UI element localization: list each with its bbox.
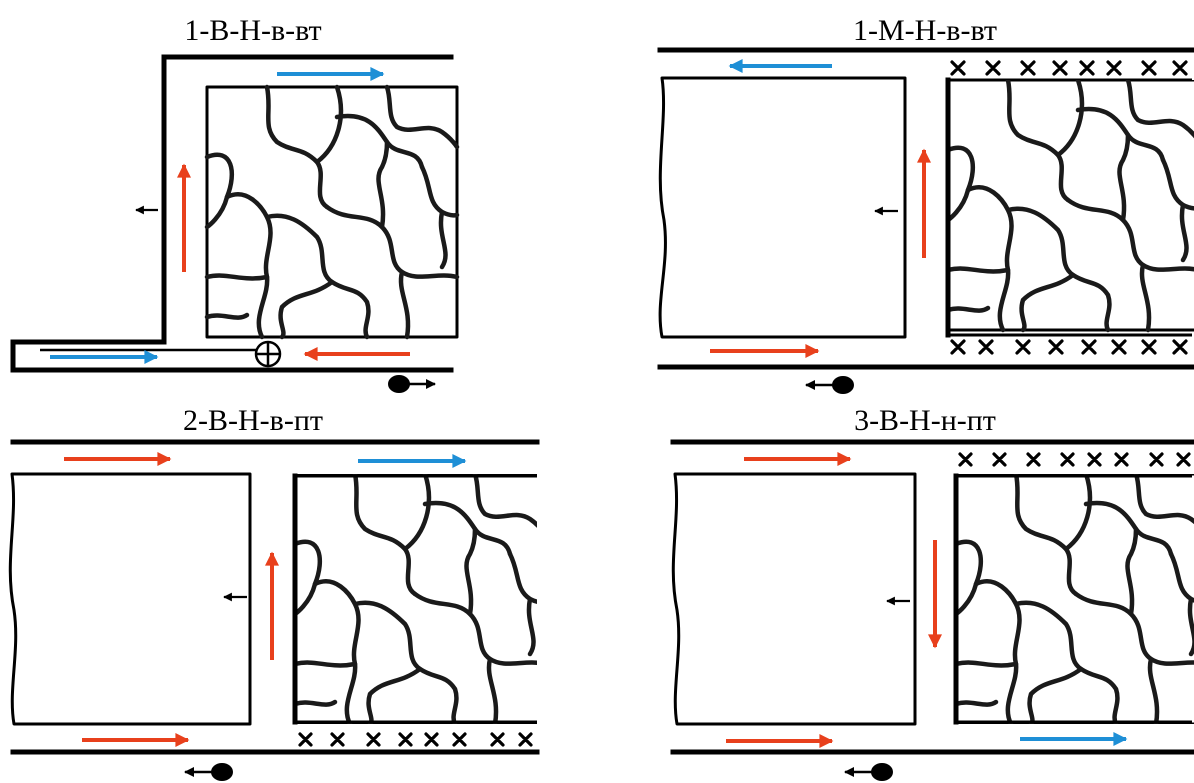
panel-4-label: 3-В-Н-н-пт [854, 404, 996, 437]
dot-arrow-icon [805, 376, 854, 394]
cross-mark-row [298, 732, 533, 747]
cross-mark-row [950, 60, 1188, 355]
dot-arrow-icon [844, 763, 893, 781]
panel-2: 1-М-Н-в-вт [657, 14, 1194, 394]
panel-2-label: 1-М-Н-в-вт [853, 14, 997, 47]
cross-mark-row [958, 452, 1191, 467]
dot-arrow-icon [388, 375, 436, 393]
panel-3: 2-В-Н-в-пт [8, 404, 540, 781]
circled-plus-icon [254, 340, 282, 368]
dot-arrow-icon [184, 763, 233, 781]
panel-1-label: 1-В-Н-в-вт [184, 14, 321, 47]
panel-1: 1-В-Н-в-вт [10, 14, 457, 393]
rock-mass [207, 87, 457, 337]
panel-4: 3-В-Н-н-пт [670, 404, 1194, 781]
panel-3-label: 2-В-Н-в-пт [183, 404, 323, 437]
